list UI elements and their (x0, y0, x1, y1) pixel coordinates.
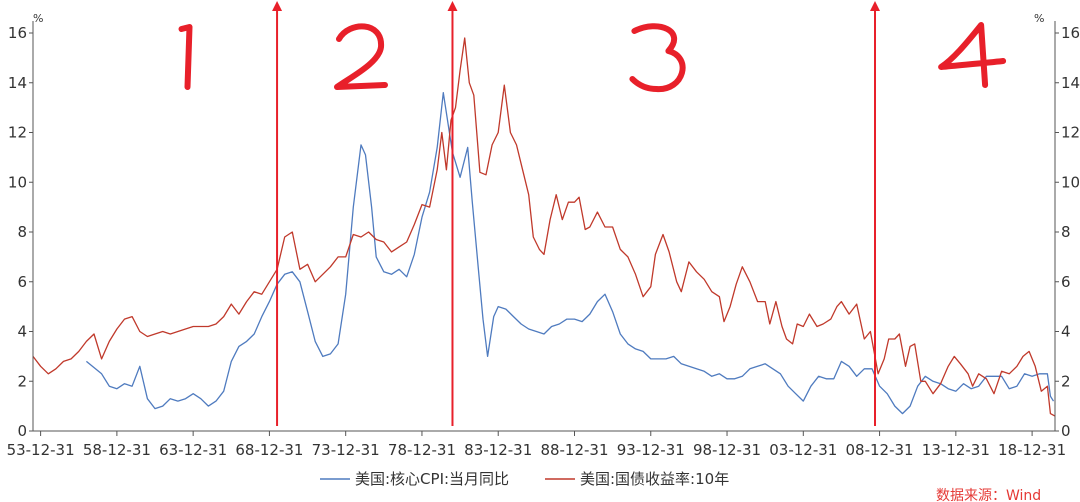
y-tick-label-right: 2 (1061, 372, 1071, 390)
region-numeral-2 (334, 23, 388, 90)
y-tick-label-left: 2 (17, 372, 27, 390)
y-tick-label-left: 6 (17, 273, 27, 291)
y-tick-label-left: 0 (17, 422, 27, 440)
right-unit-label: % (1034, 12, 1044, 25)
y-tick-label-left: 12 (8, 124, 27, 142)
series-line-treasury-10y (32, 37, 1056, 417)
x-tick-label: 98-12-31 (693, 441, 761, 459)
x-tick-label: 93-12-31 (617, 441, 685, 459)
x-tick-label: 53-12-31 (7, 441, 75, 459)
plot-area (32, 37, 1056, 417)
y-tick-label-left: 14 (8, 74, 27, 92)
y-tick-label-right: 14 (1061, 74, 1080, 92)
legend: 美国:核心CPI:当月同比 美国:国债收益率:10年 (320, 470, 729, 488)
y-tick-label-right: 8 (1061, 223, 1071, 241)
legend-label-treasury-10y: 美国:国债收益率:10年 (580, 470, 729, 488)
series-line-core-cpi (85, 92, 1055, 415)
y-tick-label-right: 12 (1061, 124, 1080, 142)
x-tick-label: 18-12-31 (998, 441, 1066, 459)
x-tick-label: 08-12-31 (846, 441, 914, 459)
x-tick-label: 68-12-31 (235, 441, 303, 459)
region-numeral-1 (178, 24, 193, 90)
x-tick-label: 73-12-31 (312, 441, 380, 459)
annotations (178, 1, 1007, 426)
y-tick-label-right: 0 (1061, 422, 1071, 440)
x-tick-label: 13-12-31 (922, 441, 990, 459)
left-unit-label: % (33, 12, 43, 25)
y-tick-label-left: 4 (17, 323, 27, 341)
y-tick-label-right: 6 (1061, 273, 1071, 291)
region-numeral-4 (938, 22, 1007, 88)
y-tick-label-right: 10 (1061, 173, 1080, 191)
y-tick-label-left: 16 (8, 24, 27, 42)
axes: 0 0 2 2 4 4 6 6 8 8 10 10 12 12 14 14 16 16 53-12-31 58-12-… (7, 21, 1080, 459)
region-numeral-3 (629, 23, 686, 93)
y-tick-label-right: 16 (1061, 24, 1080, 42)
source-note: 数据来源：Wind (936, 488, 1041, 502)
y-tick-label-right: 4 (1061, 323, 1071, 341)
x-tick-label: 83-12-31 (464, 441, 532, 459)
x-tick-label: 78-12-31 (388, 441, 456, 459)
x-tick-label: 58-12-31 (83, 441, 151, 459)
x-tick-label: 63-12-31 (159, 441, 227, 459)
y-tick-label-left: 10 (8, 173, 27, 191)
x-tick-label: 88-12-31 (540, 441, 608, 459)
x-tick-label: 03-12-31 (769, 441, 837, 459)
legend-label-core-cpi: 美国:核心CPI:当月同比 (355, 470, 509, 488)
y-tick-label-left: 8 (17, 223, 27, 241)
